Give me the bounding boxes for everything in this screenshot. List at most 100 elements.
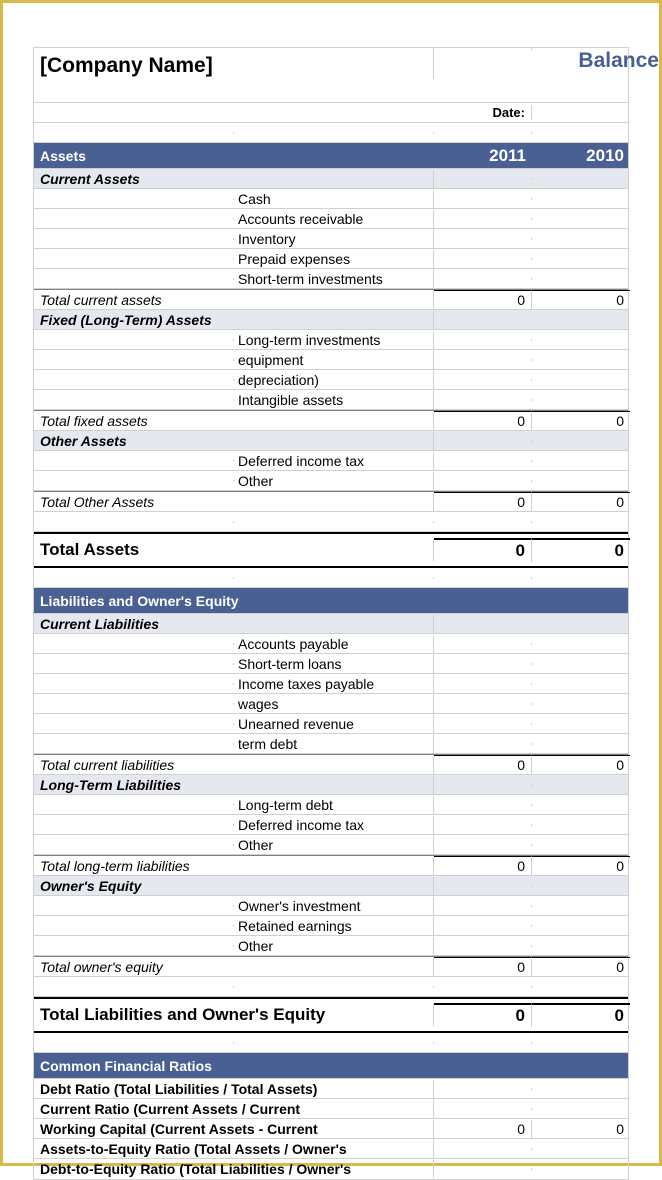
spacer-row xyxy=(34,977,628,997)
longterm-liabilities-heading: Long-Term Liabilities xyxy=(34,775,628,795)
item-label: Short-term loans xyxy=(234,655,434,673)
total-assets-y1: 0 xyxy=(434,538,532,562)
ratio-row: Debt-to-Equity Ratio (Total Liabilities … xyxy=(34,1159,628,1179)
current-assets-heading: Current Assets xyxy=(34,169,628,189)
cell-y1[interactable] xyxy=(434,238,532,240)
line-item: Retained earnings xyxy=(34,916,628,936)
spreadsheet: [Company Name] Balance Sheet xyxy=(33,47,629,103)
item-label: Retained earnings xyxy=(234,917,434,935)
ratio-y2 xyxy=(532,1168,630,1170)
subtotal-row: Total long-term liabilities 0 0 xyxy=(34,855,628,876)
subtotal-y2: 0 xyxy=(532,957,630,976)
ratio-y2 xyxy=(532,1148,630,1150)
subtotal-label: Total current liabilities xyxy=(34,756,434,774)
subtotal-row: Total Other Assets 0 0 xyxy=(34,491,628,512)
subtotal-row: Total current liabilities 0 0 xyxy=(34,754,628,775)
item-label: Deferred income tax xyxy=(234,816,434,834)
ratio-y1 xyxy=(434,1088,532,1090)
item-label: Owner's investment xyxy=(234,897,434,915)
line-item: Short-term loans xyxy=(34,654,628,674)
line-item: Long-term debt xyxy=(34,795,628,815)
ratio-y1: 0 xyxy=(434,1120,532,1138)
line-item: Short-term investments xyxy=(34,269,628,289)
ratio-y2 xyxy=(532,1108,630,1110)
date-label: Date: xyxy=(434,105,532,120)
ratios-heading-label: Common Financial Ratios xyxy=(34,1057,628,1075)
item-label: equipment xyxy=(234,351,434,369)
line-item: depreciation) xyxy=(34,370,628,390)
subtotal-y1: 0 xyxy=(434,957,532,976)
item-label: Inventory xyxy=(234,230,434,248)
ratio-y1 xyxy=(434,1168,532,1170)
other-assets-heading: Other Assets xyxy=(34,431,628,451)
subtotal-y2: 0 xyxy=(532,492,630,511)
ratio-row: Debt Ratio (Total Liabilities / Total As… xyxy=(34,1079,628,1099)
spreadsheet-body: Date: Assets 2011 2010 Current Assets Ca… xyxy=(33,103,629,1180)
ratio-row: Working Capital (Current Assets - Curren… xyxy=(34,1119,628,1139)
date-value[interactable] xyxy=(532,112,630,114)
item-label: Prepaid expenses xyxy=(234,250,434,268)
line-item: Deferred income tax xyxy=(34,815,628,835)
cell-y2[interactable] xyxy=(532,218,630,220)
line-item: Long-term investments xyxy=(34,330,628,350)
other-assets-label: Other Assets xyxy=(34,432,434,450)
cell-y2[interactable] xyxy=(532,278,630,280)
subtotal-row: Total current assets 0 0 xyxy=(34,289,628,310)
total-liabilities-y1: 0 xyxy=(434,1003,532,1027)
subtotal-row: Total owner's equity 0 0 xyxy=(34,956,628,977)
subtotal-label: Total Other Assets xyxy=(34,493,434,511)
subtotal-y1: 0 xyxy=(434,411,532,430)
subtotal-label: Total fixed assets xyxy=(34,412,434,430)
subtotal-label: Total owner's equity xyxy=(34,958,434,976)
subtotal-row: Total fixed assets 0 0 xyxy=(34,410,628,431)
line-item: Intangible assets xyxy=(34,390,628,410)
line-item: Other xyxy=(34,471,628,491)
line-item: Deferred income tax xyxy=(34,451,628,471)
spacer-row xyxy=(34,568,628,588)
longterm-liabilities-label: Long-Term Liabilities xyxy=(34,776,434,794)
item-label: Short-term investments xyxy=(234,270,434,288)
subtotal-y1: 0 xyxy=(434,492,532,511)
ratio-row: Current Ratio (Current Assets / Current xyxy=(34,1099,628,1119)
subtotal-y2: 0 xyxy=(532,411,630,430)
cell-y1[interactable] xyxy=(434,278,532,280)
item-label: Intangible assets xyxy=(234,391,434,409)
assets-heading: Assets 2011 2010 xyxy=(34,143,628,169)
cell-y2[interactable] xyxy=(532,258,630,260)
item-label: Long-term investments xyxy=(234,331,434,349)
item-label: Other xyxy=(234,937,434,955)
item-label: Cash xyxy=(234,190,434,208)
equity-heading: Owner's Equity xyxy=(34,876,628,896)
item-label: Other xyxy=(234,836,434,854)
cell-y1[interactable] xyxy=(434,258,532,260)
spacer-row xyxy=(34,512,628,532)
year1-header: 2011 xyxy=(434,145,532,167)
equity-label: Owner's Equity xyxy=(34,877,434,895)
line-item: Cash xyxy=(34,189,628,209)
ratio-label: Current Ratio (Current Assets / Current xyxy=(34,1100,434,1118)
item-label: depreciation) xyxy=(234,371,434,389)
item-label: term debt xyxy=(234,735,434,753)
subtotal-y1: 0 xyxy=(434,290,532,309)
line-item: Inventory xyxy=(34,229,628,249)
subtotal-y1: 0 xyxy=(434,856,532,875)
liabilities-heading-label: Liabilities and Owner's Equity xyxy=(34,592,628,610)
line-item: Other xyxy=(34,835,628,855)
subtotal-y2: 0 xyxy=(532,290,630,309)
subtotal-label: Total long-term liabilities xyxy=(34,857,434,875)
cell-y1[interactable] xyxy=(434,198,532,200)
ratios-heading: Common Financial Ratios xyxy=(34,1053,628,1079)
cell-y2[interactable] xyxy=(532,198,630,200)
item-label: Accounts receivable xyxy=(234,210,434,228)
current-assets-label: Current Assets xyxy=(34,170,434,188)
total-liabilities-label: Total Liabilities and Owner's Equity xyxy=(34,1004,434,1026)
total-assets-y2: 0 xyxy=(532,538,630,562)
subtotal-y2: 0 xyxy=(532,755,630,774)
subtotal-y2: 0 xyxy=(532,856,630,875)
current-liabilities-label: Current Liabilities xyxy=(34,615,434,633)
cell-y1[interactable] xyxy=(434,218,532,220)
total-liabilities-row: Total Liabilities and Owner's Equity 0 0 xyxy=(34,997,628,1033)
subtotal-y1: 0 xyxy=(434,755,532,774)
line-item: equipment xyxy=(34,350,628,370)
cell-y2[interactable] xyxy=(532,238,630,240)
